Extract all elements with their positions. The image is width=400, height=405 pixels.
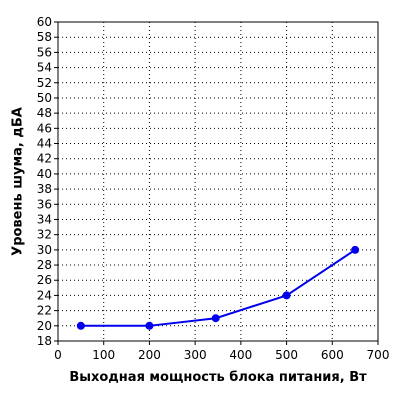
y-tick-label: 28 (37, 258, 52, 272)
y-tick-label: 58 (37, 30, 52, 44)
y-tick-label: 26 (37, 273, 52, 287)
data-point (76, 321, 85, 330)
x-tick-label: 600 (321, 348, 344, 362)
y-tick-label: 24 (37, 288, 52, 302)
x-tick-label: 200 (138, 348, 161, 362)
x-tick-label: 0 (54, 348, 62, 362)
y-tick-label: 50 (37, 91, 52, 105)
data-point (145, 321, 154, 330)
y-tick-label: 44 (37, 137, 52, 151)
y-tick-label: 30 (37, 243, 52, 257)
data-point (282, 291, 291, 300)
y-tick-label: 60 (37, 15, 52, 29)
y-tick-label: 22 (37, 304, 52, 318)
y-tick-label: 20 (37, 319, 52, 333)
y-tick-label: 54 (37, 61, 52, 75)
x-tick-label: 300 (184, 348, 207, 362)
y-tick-label: 36 (37, 197, 52, 211)
y-tick-label: 52 (37, 76, 52, 90)
y-tick-label: 18 (37, 334, 52, 348)
y-tick-label: 32 (37, 228, 52, 242)
x-tick-label: 700 (367, 348, 390, 362)
x-tick-label: 100 (92, 348, 115, 362)
x-tick-label: 500 (275, 348, 298, 362)
y-tick-label: 48 (37, 106, 52, 120)
plot-area-frame (57, 21, 379, 342)
grid (58, 22, 378, 341)
x-axis-title: Выходная мощность блока питания, Вт (69, 370, 367, 385)
y-tick-label: 40 (37, 167, 52, 181)
x-axis: 0 100 200 300 400 500 600 700 (54, 341, 389, 362)
y-tick-label: 56 (37, 45, 52, 59)
data-point (211, 314, 220, 323)
series (76, 245, 360, 330)
y-axis-title: Уровень шума, дБА (11, 107, 26, 256)
y-tick-label: 38 (37, 182, 52, 196)
x-tick-label: 400 (229, 348, 252, 362)
y-tick-label: 34 (37, 212, 52, 226)
series-line (80, 249, 356, 327)
data-point (351, 245, 360, 254)
y-tick-label: 42 (37, 152, 52, 166)
y-tick-label: 46 (37, 121, 52, 135)
